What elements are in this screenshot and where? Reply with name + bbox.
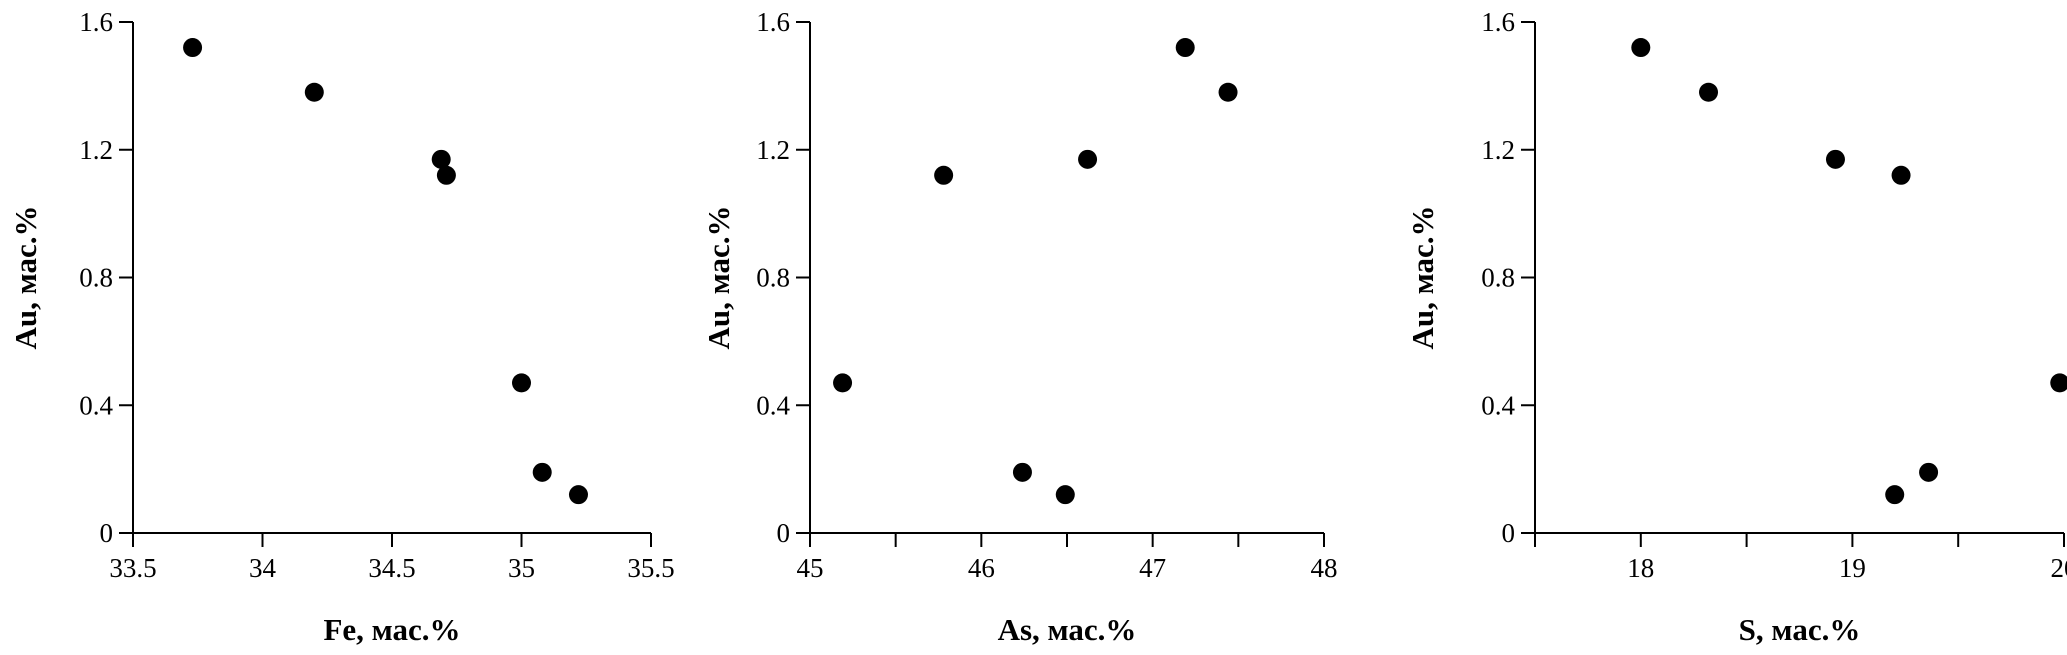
data-point bbox=[2050, 373, 2067, 393]
y-tick-label: 0.4 bbox=[756, 390, 790, 420]
x-axis-title: As, мас.% bbox=[998, 612, 1137, 647]
y-axis-title: Au, мас.% bbox=[8, 205, 43, 349]
data-point bbox=[1699, 82, 1719, 102]
y-tick-label: 0.4 bbox=[1481, 390, 1515, 420]
data-point bbox=[1218, 82, 1238, 102]
y-tick-label: 1.6 bbox=[79, 7, 113, 37]
y-tick-label: 0 bbox=[777, 518, 791, 548]
data-point bbox=[1919, 462, 1939, 482]
y-tick-label: 1.2 bbox=[756, 135, 790, 165]
data-point bbox=[532, 462, 552, 482]
data-point bbox=[1631, 38, 1651, 58]
y-tick-label: 0.4 bbox=[79, 390, 113, 420]
x-tick-label: 35.5 bbox=[627, 553, 674, 583]
as-au-scatter-panel: 0 0.4 0.8 1.2 1.6 45 46 47 48 As, мас.% Au, мас.% bbox=[701, 7, 1338, 647]
data-point bbox=[1891, 165, 1911, 185]
y-tick-label: 1.2 bbox=[79, 135, 113, 165]
fe-au-scatter-panel: 0 0.4 0.8 1.2 1.6 33.5 34 34.5 35 35.5 Fe, мас.% Au… bbox=[8, 7, 675, 647]
y-axis-title: Au, мас.% bbox=[1405, 205, 1440, 349]
data-point bbox=[304, 82, 324, 102]
data-point bbox=[1825, 149, 1845, 169]
x-tick-label: 20 bbox=[2051, 553, 2067, 583]
x-tick-label: 19 bbox=[1839, 553, 1866, 583]
x-tick-label: 34.5 bbox=[368, 553, 415, 583]
y-tick-label: 1.6 bbox=[1481, 7, 1515, 37]
y-tick-label: 0.8 bbox=[1481, 263, 1515, 293]
y-tick-label: 1.6 bbox=[756, 7, 790, 37]
x-tick-label: 18 bbox=[1627, 553, 1654, 583]
data-point bbox=[436, 165, 456, 185]
data-point bbox=[934, 165, 954, 185]
s-au-scatter-panel: 0 0.4 0.8 1.2 1.6 18 19 20 S, мас.% Au, мас.% bbox=[1405, 7, 2067, 647]
data-point bbox=[833, 373, 853, 393]
y-tick-label: 0 bbox=[100, 518, 114, 548]
x-axis-title: Fe, мас.% bbox=[323, 612, 460, 647]
x-tick-label: 48 bbox=[1311, 553, 1338, 583]
data-point bbox=[512, 373, 531, 393]
y-tick-label: 0 bbox=[1502, 518, 1516, 548]
data-point bbox=[1078, 149, 1098, 169]
data-point bbox=[1885, 485, 1905, 505]
x-tick-label: 34 bbox=[249, 553, 277, 583]
x-tick-label: 35 bbox=[508, 553, 535, 583]
data-point bbox=[1055, 485, 1075, 505]
data-point bbox=[183, 38, 203, 58]
y-tick-label: 1.2 bbox=[1481, 135, 1515, 165]
x-tick-label: 33.5 bbox=[109, 553, 156, 583]
data-point bbox=[568, 485, 588, 505]
data-point bbox=[1175, 38, 1195, 58]
y-axis-title: Au, мас.% bbox=[701, 205, 736, 349]
x-tick-label: 45 bbox=[797, 553, 824, 583]
x-tick-label: 46 bbox=[968, 553, 995, 583]
data-point bbox=[1012, 462, 1032, 482]
x-tick-label: 47 bbox=[1139, 553, 1166, 583]
y-tick-label: 0.8 bbox=[756, 263, 790, 293]
data-point bbox=[431, 149, 451, 169]
x-axis-title: S, мас.% bbox=[1739, 612, 1861, 647]
y-tick-label: 0.8 bbox=[79, 263, 113, 293]
